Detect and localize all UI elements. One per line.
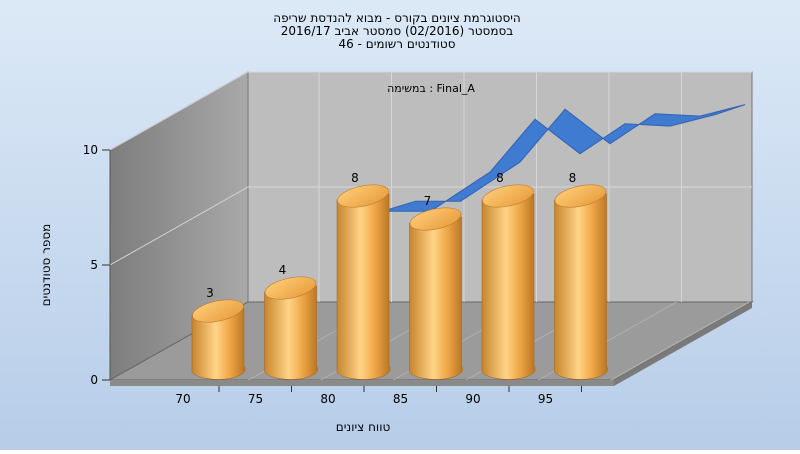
bar-body — [336, 193, 391, 380]
chart-title-line-3: סטודנטים רשומים - 46 — [338, 37, 455, 51]
x-tick-label: 85 — [393, 392, 408, 406]
bar: 8 — [554, 171, 608, 380]
bar-data-label: 7 — [424, 194, 432, 208]
bar-data-label: 3 — [206, 286, 214, 300]
bar-data-label: 8 — [351, 171, 359, 185]
chart-subtitle: במשימה : Final_A — [387, 82, 475, 95]
x-tick-label: 75 — [248, 392, 263, 406]
floor-front-edge — [110, 380, 614, 386]
bar-top — [264, 276, 317, 300]
bar-data-label: 8 — [569, 171, 577, 185]
bar: 8 — [336, 171, 391, 380]
chart-title-line-1: היסטוגרמת ציונים בקורס - מבוא להנדסת שרי… — [273, 11, 521, 25]
x-axis-label: טווח ציונים — [336, 420, 391, 434]
bar-body — [191, 308, 246, 380]
bar: 3 — [191, 286, 246, 380]
grid-line-floor — [610, 301, 750, 381]
trend-ribbon — [340, 104, 746, 226]
floor-right-edge — [614, 302, 752, 386]
y-tick-label: 10 — [83, 143, 98, 157]
y-axis-label: מספר סטודנטים — [39, 224, 53, 307]
bar-top — [482, 184, 534, 208]
bars: 3 4 8 7 8 8 — [191, 171, 608, 380]
chart-title-line-2: בסמסטר (02/2016) סמסטר אביב 2016/17 — [281, 24, 513, 38]
bar-top — [192, 299, 244, 323]
bar-body — [264, 285, 318, 380]
grid-line-left — [109, 71, 249, 151]
bar-top — [337, 184, 389, 208]
bar: 8 — [481, 171, 536, 380]
bar-data-label: 4 — [279, 263, 287, 277]
bar-body — [554, 193, 608, 380]
x-tick-label: 95 — [538, 392, 553, 406]
y-tick-label: 5 — [90, 258, 98, 272]
bar-top — [409, 207, 462, 231]
x-tick-label: 70 — [175, 392, 190, 406]
bar-data-label: 8 — [496, 171, 504, 185]
x-tick-label: 80 — [320, 392, 335, 406]
x-tick-label: 90 — [465, 392, 480, 406]
bar-body — [409, 216, 463, 380]
bar-body — [481, 193, 536, 380]
bar: 4 — [264, 263, 318, 380]
bar: 7 — [409, 194, 463, 380]
grid-line-left — [109, 186, 249, 266]
ribbon-surface — [340, 104, 746, 226]
y-tick-label: 0 — [90, 373, 98, 387]
axes: 0 5 10 70 75 80 85 90 95 — [83, 143, 582, 406]
bar-top — [554, 184, 607, 208]
